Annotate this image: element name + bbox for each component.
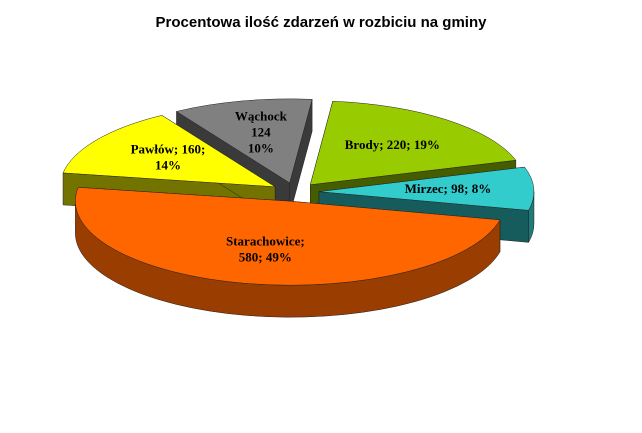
slice [318, 166, 535, 211]
chart-title: Procentowa ilość zdarzeń w rozbiciu na g… [156, 14, 488, 31]
data-label-line: 580; 49% [239, 250, 292, 265]
data-label: Wąchock 124 10% [235, 109, 288, 156]
data-label-line: 14% [155, 158, 181, 173]
data-label: Brody; 220; 19% [345, 137, 440, 152]
slice [309, 100, 517, 186]
data-label-line: 124 [251, 125, 271, 140]
data-label-line: Starachowice; [226, 234, 305, 249]
slice [175, 98, 313, 184]
data-label: Pawłów; 160; 14% [131, 142, 206, 173]
slice [75, 187, 501, 286]
data-label-line: Mirzec; 98; 8% [405, 181, 492, 196]
data-label-line: 10% [248, 141, 274, 156]
data-label: Starachowice; 580; 49% [226, 234, 305, 265]
data-label: Mirzec; 98; 8% [405, 181, 492, 196]
slice [62, 115, 276, 188]
data-label-line: Brody; 220; 19% [345, 137, 440, 152]
data-label-line: Wąchock [235, 109, 288, 124]
data-label-line: Pawłów; 160; [131, 142, 206, 157]
